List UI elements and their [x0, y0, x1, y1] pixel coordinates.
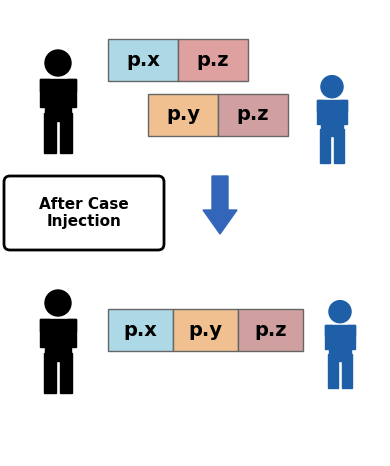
Bar — [44, 361, 56, 393]
Bar — [108, 39, 178, 81]
Bar — [44, 353, 72, 361]
Bar — [347, 325, 355, 349]
Bar — [328, 361, 338, 388]
Text: p.x: p.x — [124, 321, 158, 340]
Text: After Case
Injection: After Case Injection — [39, 197, 129, 229]
Bar — [148, 94, 218, 136]
Bar — [328, 354, 352, 361]
Bar — [40, 319, 49, 347]
Bar — [334, 136, 344, 163]
Bar — [329, 336, 351, 354]
Bar — [44, 113, 72, 121]
Bar — [218, 94, 288, 136]
Bar — [317, 100, 347, 110]
Bar — [321, 110, 343, 129]
Bar — [320, 129, 344, 136]
Text: p.z: p.z — [197, 50, 229, 69]
Bar — [67, 319, 76, 347]
Bar — [44, 121, 56, 153]
FancyBboxPatch shape — [4, 176, 164, 250]
Bar — [342, 361, 352, 388]
Bar — [325, 325, 355, 336]
Text: p.x: p.x — [126, 50, 160, 69]
Circle shape — [45, 290, 71, 316]
Bar — [67, 79, 76, 107]
Bar — [40, 319, 76, 331]
Circle shape — [329, 301, 351, 323]
Bar — [108, 309, 173, 351]
Bar — [325, 325, 332, 349]
Text: p.y: p.y — [166, 105, 200, 124]
Bar — [178, 39, 248, 81]
Bar — [60, 361, 72, 393]
Circle shape — [45, 50, 71, 76]
Bar — [40, 79, 76, 91]
Bar — [317, 100, 324, 124]
Bar — [173, 309, 238, 351]
Bar — [40, 79, 49, 107]
Bar — [320, 136, 330, 163]
Circle shape — [321, 75, 343, 98]
Bar — [238, 309, 303, 351]
Text: p.z: p.z — [254, 321, 287, 340]
Bar — [45, 91, 71, 113]
Bar — [45, 331, 71, 353]
FancyArrow shape — [203, 176, 237, 234]
Bar — [60, 121, 72, 153]
Text: p.y: p.y — [188, 321, 223, 340]
Bar — [340, 100, 347, 124]
Text: p.z: p.z — [237, 105, 269, 124]
